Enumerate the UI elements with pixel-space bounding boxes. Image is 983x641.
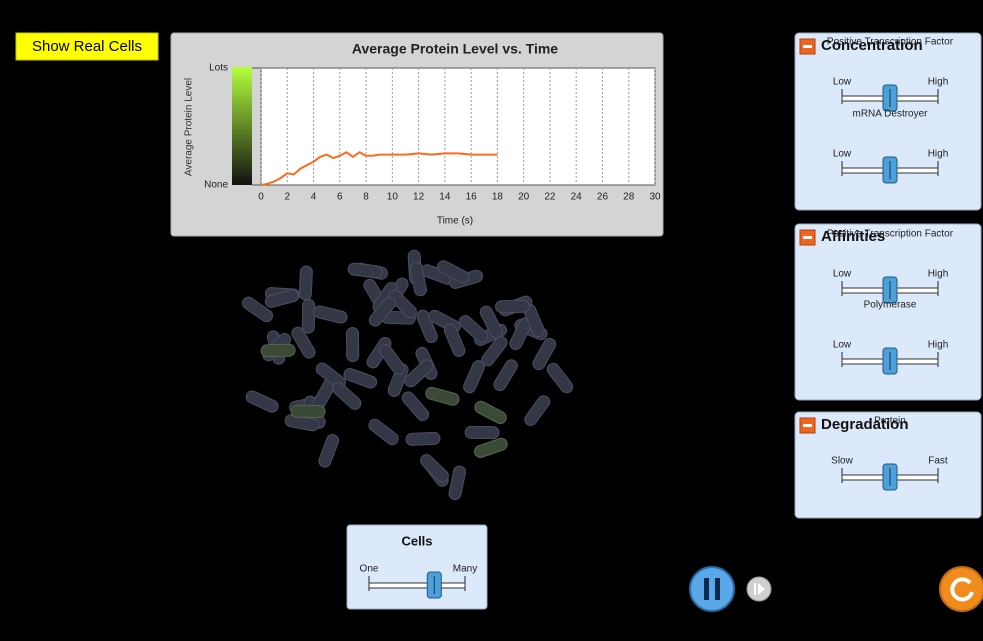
slider-label: mRNA Destroyer — [852, 109, 928, 120]
slider-min-label: Slow — [831, 456, 853, 467]
slider-max-label: High — [928, 77, 949, 88]
y-tick-label: None — [204, 180, 228, 191]
cells-title: Cells — [401, 533, 432, 548]
x-tick-label: 6 — [337, 192, 343, 203]
color-scale — [232, 67, 252, 185]
chart-title: Average Protein Level vs. Time — [352, 41, 558, 57]
slider-max-label: High — [928, 149, 949, 160]
y-axis-label: Average Protein Level — [184, 78, 195, 176]
x-tick-label: 18 — [492, 192, 504, 203]
x-tick-label: 10 — [387, 192, 399, 203]
cell — [299, 266, 313, 301]
plot-area — [261, 68, 655, 185]
collapse-minus — [803, 424, 812, 427]
collapse-minus — [803, 236, 812, 239]
pause-button[interactable] — [690, 567, 734, 611]
pause-bar — [715, 578, 720, 600]
x-tick-label: 14 — [439, 192, 451, 203]
slider-min-label: Low — [833, 340, 852, 351]
x-tick-label: 28 — [623, 192, 635, 203]
slider-max-label: High — [928, 340, 949, 351]
slider-min-label: Low — [833, 149, 852, 160]
slider-label: Protein — [874, 416, 906, 427]
x-tick-label: 2 — [284, 192, 290, 203]
slider-min-label: Low — [833, 77, 852, 88]
x-tick-label: 16 — [466, 192, 478, 203]
slider-label: Positive Transcription Factor — [827, 229, 954, 240]
cell — [406, 432, 441, 446]
cell — [465, 426, 499, 438]
sim-screen: Show Real Cells Average Protein Level vs… — [0, 0, 983, 641]
slider-min-label: Low — [833, 269, 852, 280]
x-tick-label: 20 — [518, 192, 530, 203]
cell — [495, 300, 529, 313]
x-tick-label: 12 — [413, 192, 425, 203]
pause-circle — [690, 567, 734, 611]
reset-circle — [940, 567, 983, 611]
slider-label: Polymerase — [864, 300, 917, 311]
slider-max-label: High — [928, 269, 949, 280]
slider-max-label: Many — [453, 564, 477, 575]
reset-button[interactable] — [940, 567, 983, 611]
x-tick-label: 22 — [544, 192, 556, 203]
slider-track — [369, 583, 465, 588]
page: Show Real Cells Average Protein Level vs… — [0, 0, 983, 641]
y-tick-label: Lots — [209, 63, 228, 74]
cell — [291, 405, 325, 417]
x-axis-label: Time (s) — [437, 216, 473, 227]
step-bar — [754, 583, 756, 595]
pause-bar — [704, 578, 709, 600]
cell — [346, 327, 358, 361]
collapse-minus — [803, 45, 812, 48]
x-tick-label: 4 — [311, 192, 317, 203]
slider-min-label: One — [360, 564, 379, 575]
x-tick-label: 24 — [571, 192, 583, 203]
button-label: Show Real Cells — [32, 38, 142, 55]
step-button[interactable] — [747, 577, 771, 601]
x-tick-label: 26 — [597, 192, 609, 203]
x-tick-label: 30 — [649, 192, 661, 203]
cell — [302, 299, 315, 333]
x-tick-label: 0 — [258, 192, 264, 203]
x-tick-label: 8 — [363, 192, 369, 203]
slider-label: Positive Transcription Factor — [827, 37, 954, 48]
cell — [261, 344, 295, 357]
show-real-cells-button[interactable]: Show Real Cells — [16, 33, 158, 60]
slider-max-label: Fast — [928, 456, 948, 467]
